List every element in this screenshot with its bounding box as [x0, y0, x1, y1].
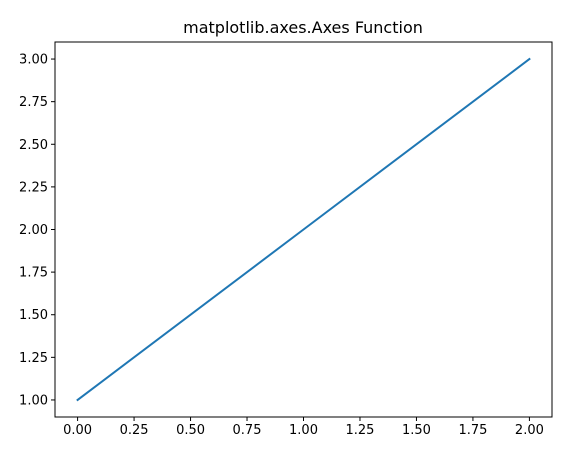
series-line	[76, 57, 531, 402]
x-tick-label: 1.25	[346, 423, 375, 438]
series-layer	[76, 57, 531, 402]
y-tick-label: 1.50	[19, 308, 48, 323]
x-tick-label: 0.50	[176, 423, 205, 438]
y-tick-label: 2.50	[19, 138, 48, 153]
chart-title: matplotlib.axes.Axes Function	[183, 18, 423, 37]
x-axis-ticks: 0.00 0.25 0.50 0.75 1.00 1.25 1.50 1.75 2.00	[63, 417, 544, 438]
y-tick-label: 2.00	[19, 223, 48, 238]
y-tick-label: 2.25	[19, 180, 48, 195]
x-tick-label: 0.00	[63, 423, 92, 438]
x-tick-label: 0.75	[233, 423, 262, 438]
x-tick-label: 1.50	[402, 423, 431, 438]
y-tick-label: 3.00	[19, 53, 48, 68]
x-tick-label: 1.00	[289, 423, 318, 438]
y-tick-label: 1.00	[19, 393, 48, 408]
x-tick-label: 2.00	[515, 423, 544, 438]
x-tick-label: 1.75	[458, 423, 487, 438]
y-tick-label: 2.75	[19, 95, 48, 110]
y-tick-label: 1.75	[19, 266, 48, 281]
x-tick-label: 0.25	[120, 423, 149, 438]
y-tick-label: 1.25	[19, 351, 48, 366]
axes-frame	[54, 41, 553, 418]
plot-area: 0.00 0.25 0.50 0.75 1.00 1.25 1.50 1.75 2.00 1.0…	[19, 41, 553, 438]
y-axis-ticks: 1.00 1.25 1.50 1.75 2.00 2.25 2.50 2.75 3.00	[19, 53, 55, 408]
